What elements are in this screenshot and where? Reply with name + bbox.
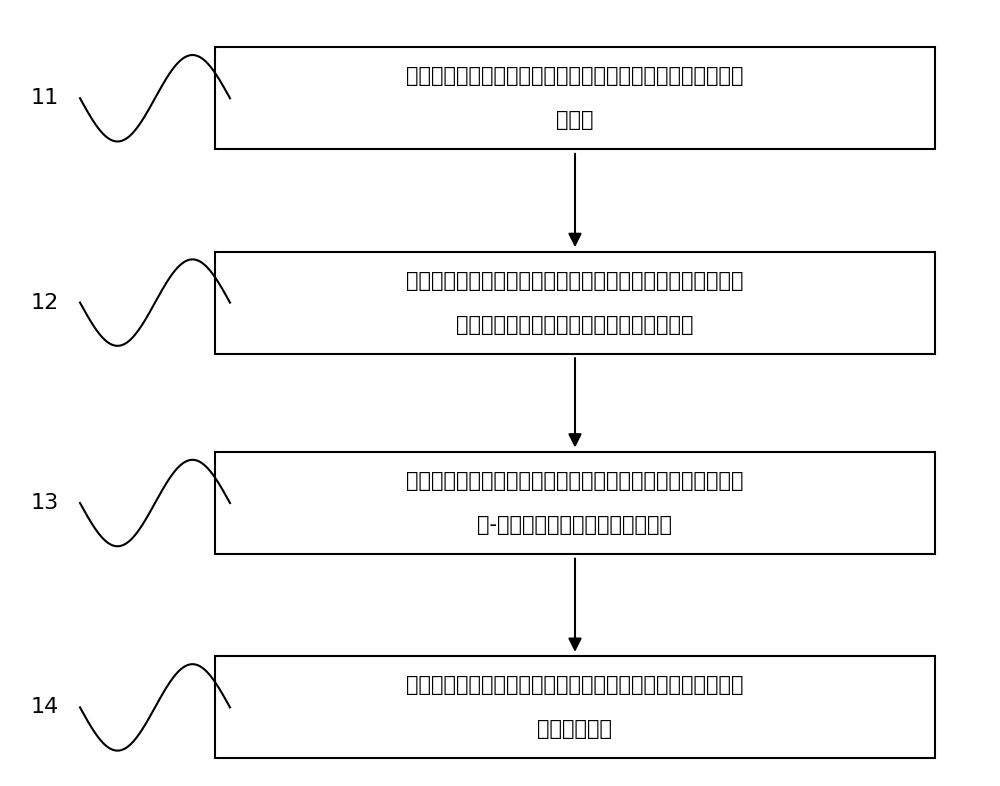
FancyBboxPatch shape: [215, 452, 935, 554]
Text: 应曲线进行比较，以获得凝灰质组分的层段: 应曲线进行比较，以获得凝灰质组分的层段: [456, 314, 694, 335]
Text: 应曲线: 应曲线: [556, 110, 594, 130]
Text: 13: 13: [31, 493, 59, 513]
Text: 12: 12: [31, 292, 59, 313]
Text: 将真实自然伽马测井响应曲线与待测井的实测自然伽马测井响: 将真实自然伽马测井响应曲线与待测井的实测自然伽马测井响: [406, 270, 744, 291]
Text: 根据实测自然伽马测井响应曲线的样本点在交会图中的位置确: 根据实测自然伽马测井响应曲线的样本点在交会图中的位置确: [406, 675, 744, 696]
Text: 定凝灰质含量: 定凝灰质含量: [538, 719, 612, 740]
FancyBboxPatch shape: [215, 656, 935, 758]
Text: 14: 14: [31, 697, 59, 718]
Text: 根据凝灰质组分的层段建立实测自然伽马测井响应曲线与钍曲: 根据凝灰质组分的层段建立实测自然伽马测井响应曲线与钍曲: [406, 471, 744, 491]
Text: 11: 11: [31, 88, 59, 108]
FancyBboxPatch shape: [215, 47, 935, 149]
FancyBboxPatch shape: [215, 252, 935, 354]
Text: 线-补偿中子测井曲线乘积的交会图: 线-补偿中子测井曲线乘积的交会图: [478, 515, 672, 535]
Text: 根据元素俘获能谱测井曲线重构待测井的真实自然伽马测井响: 根据元素俘获能谱测井曲线重构待测井的真实自然伽马测井响: [406, 66, 744, 86]
